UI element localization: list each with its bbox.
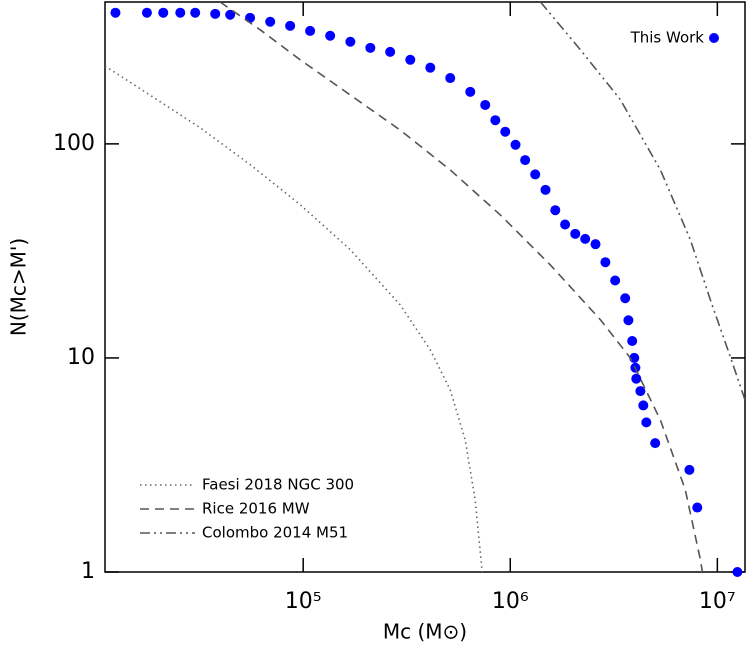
- data-point: [638, 400, 649, 411]
- data-point: [325, 30, 336, 41]
- legend-label: Rice 2016 MW: [202, 500, 310, 518]
- y-axis-label: N(Mc>M'): [7, 238, 31, 336]
- data-point: [530, 169, 541, 180]
- legend-label: Colombo 2014 M51: [202, 524, 348, 542]
- data-point: [365, 42, 376, 53]
- plot-frame: [104, 1, 746, 573]
- data-point: [465, 86, 476, 97]
- data-point: [570, 228, 581, 239]
- data-point: [560, 219, 571, 230]
- x-axis-label: Mc (M⊙): [383, 620, 467, 644]
- data-point: [620, 293, 631, 304]
- data-point: [190, 7, 201, 18]
- x-tick-label: 10⁶: [492, 589, 529, 614]
- data-point: [345, 36, 356, 47]
- data-point: [520, 155, 531, 166]
- legend-label: This Work: [630, 29, 705, 47]
- data-point: [550, 205, 561, 216]
- data-point: [225, 9, 236, 20]
- data-point: [627, 335, 638, 346]
- data-point: [305, 25, 316, 36]
- data-point: [590, 239, 601, 250]
- data-point: [385, 46, 396, 57]
- data-point: [158, 7, 169, 18]
- legend-label: Faesi 2018 NGC 300: [202, 476, 354, 494]
- data-point: [580, 233, 591, 244]
- data-point: [110, 7, 121, 18]
- data-point: [684, 464, 695, 475]
- data-point: [445, 73, 456, 84]
- data-point: [623, 315, 634, 326]
- reference-line: [219, 2, 704, 572]
- data-point: [510, 139, 521, 150]
- y-tick-label: 100: [53, 131, 95, 156]
- data-point: [732, 567, 743, 577]
- data-point: [265, 16, 276, 27]
- data-point: [425, 62, 436, 73]
- reference-line: [539, 2, 745, 401]
- data-point: [245, 12, 256, 23]
- data-point: [610, 275, 621, 286]
- data-point: [210, 8, 221, 19]
- data-point: [635, 386, 646, 397]
- data-point: [641, 417, 652, 428]
- data-point: [141, 7, 152, 18]
- y-tick-label: 1: [81, 559, 95, 584]
- y-tick-label: 10: [67, 345, 95, 370]
- data-point: [490, 115, 501, 126]
- data-point: [285, 20, 296, 31]
- data-point: [175, 7, 186, 18]
- data-point: [480, 99, 491, 110]
- data-point: [631, 373, 642, 384]
- data-point: [405, 54, 416, 65]
- data-point: [650, 438, 661, 449]
- reference-line: [105, 65, 483, 572]
- data-point: [692, 502, 703, 513]
- x-tick-label: 10⁵: [285, 589, 322, 614]
- data-point: [600, 257, 611, 268]
- data-point: [500, 126, 511, 137]
- x-tick-label: 10⁷: [699, 589, 736, 614]
- data-point: [540, 184, 551, 195]
- legend-marker: [709, 33, 719, 43]
